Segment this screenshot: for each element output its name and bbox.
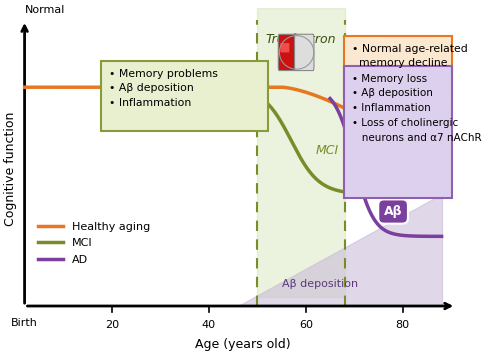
Text: Tropisetron: Tropisetron [266,32,336,46]
Text: AD diagnosis: AD diagnosis [347,65,420,75]
Text: Aβ: Aβ [384,205,402,218]
Text: Aβ deposition: Aβ deposition [282,279,358,289]
Text: 80: 80 [396,320,410,330]
Text: Normal: Normal [24,5,65,15]
Text: Cognitive function: Cognitive function [4,112,16,226]
Text: • Memory problems
• Aβ deposition
• Inflammation: • Memory problems • Aβ deposition • Infl… [110,68,218,108]
Text: Birth: Birth [11,318,38,328]
FancyBboxPatch shape [294,34,314,71]
Polygon shape [238,194,442,306]
Text: Age (years old): Age (years old) [195,338,290,351]
FancyBboxPatch shape [278,34,297,71]
FancyBboxPatch shape [344,36,452,96]
Text: 20: 20 [105,320,119,330]
Bar [258,8,344,297]
Text: 60: 60 [299,320,313,330]
Text: MCI: MCI [316,144,339,157]
Text: • Normal age-related
  memory decline: • Normal age-related memory decline [352,44,468,68]
Text: 40: 40 [202,320,216,330]
Legend: Healthy aging, MCI, AD: Healthy aging, MCI, AD [34,217,154,269]
FancyBboxPatch shape [280,43,289,52]
FancyBboxPatch shape [102,61,268,131]
FancyBboxPatch shape [344,66,452,198]
Text: • Memory loss
• Aβ deposition
• Inflammation
• Loss of cholinergic
   neurons an: • Memory loss • Aβ deposition • Inflamma… [352,73,482,143]
